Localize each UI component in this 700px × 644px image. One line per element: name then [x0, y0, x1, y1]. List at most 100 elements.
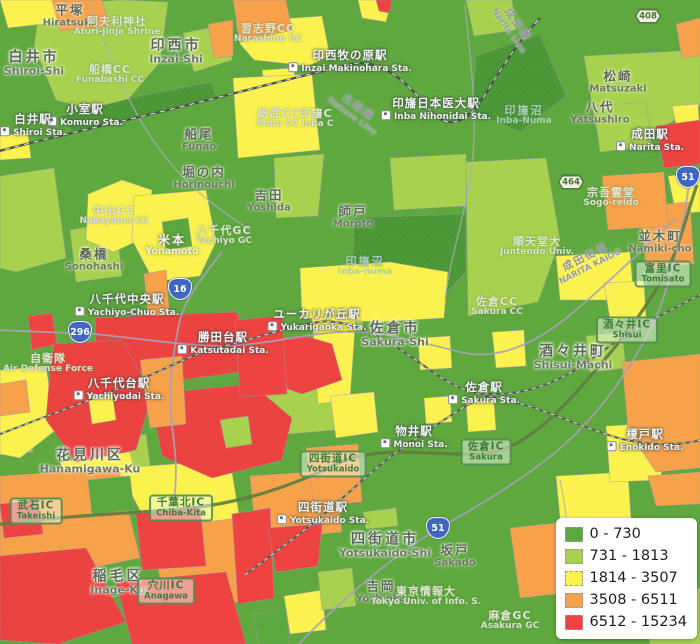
map-label-yukarigaoka-sta: ユーカリが丘駅 Yukarigaoka Sta.: [267, 307, 367, 334]
map-region: [232, 0, 293, 43]
route-shield-296: 296: [68, 321, 92, 343]
map-region: [417, 335, 453, 371]
label-en: Hiratsuka: [42, 17, 98, 29]
label-en: Hanamigawa-Ku: [39, 462, 141, 476]
label-jp: 佐倉市: [369, 320, 421, 337]
label-jp: 成田街道: [560, 240, 611, 274]
label-en: Shiroi Sta.: [0, 125, 66, 139]
label-en: Tomisato: [641, 274, 685, 285]
map-label-komuro-sta: 小室駅 Komuro Sta.: [47, 103, 123, 129]
label-jp: 花見川区: [55, 447, 124, 464]
label-jp: 勝田台駅: [198, 330, 248, 345]
label-en: Sakura: [469, 452, 503, 463]
legend-row: 3508 - 6511: [564, 592, 687, 608]
train-station-icon: [74, 305, 85, 316]
map-label-inage-ku: 稲毛区 Inage-Ku: [90, 568, 145, 596]
label-jp: 堀の内: [182, 164, 226, 180]
map-label-monoi-sta: 物井駅 Monoi Sta.: [380, 425, 448, 451]
narita-kaido-road: [0, 217, 677, 356]
label-en: Hokuso Line: [325, 94, 379, 138]
map-region: [465, 157, 561, 317]
legend-swatch: [564, 614, 583, 630]
map-region: [375, 0, 393, 14]
legend-row: 0 - 730: [564, 526, 687, 542]
label-en: Narita Sta.: [616, 140, 684, 154]
label-jp: 吉岡: [366, 578, 396, 594]
label-jp: 千葉北IC: [156, 496, 206, 509]
label-jp: 酒々井IC: [602, 318, 652, 331]
map-region: [87, 475, 135, 515]
map-label-inba-nihonidai-sta: 印旛日本医大駅 Inba Nihonidai Sta.: [380, 97, 491, 123]
legend-row: 1814 - 3507: [564, 570, 687, 586]
label-en: Sogo-reido: [583, 198, 639, 209]
map-region: [317, 567, 357, 611]
label-en: Shiroi-Shi: [3, 64, 65, 78]
map-label-narita-kaido: 成田街道 NARITA KAIDO: [553, 237, 624, 287]
label-jp: 武石IC: [17, 499, 55, 512]
label-en: Sakura Sta.: [448, 393, 520, 407]
map-region: [655, 119, 700, 169]
map-label-hanamigawa-ku: 花見川区 Hanamigawa-Ku: [39, 447, 141, 476]
label-en: Yotsukaido-Shi: [338, 546, 432, 560]
label-en: Juntendo Univ.: [499, 247, 575, 258]
label-en: Yachiyodai Sta.: [73, 389, 164, 403]
label-jp: 師戸: [338, 203, 368, 219]
map-region: [253, 609, 291, 644]
map-region: [593, 101, 653, 153]
road-minor: [89, 4, 251, 231]
route-shield-51: 51: [676, 166, 700, 188]
map-label-sobu-cc-inba-c: 総武CC印旛C Sobu CC Inba C: [256, 107, 334, 130]
label-jp: 白井市: [8, 49, 60, 66]
label-jp: 八千代GC: [196, 224, 252, 238]
label-en: Anagawa: [144, 591, 188, 602]
label-jp: 順天堂大: [513, 235, 561, 249]
train-station-icon: [0, 125, 10, 136]
label-jp: 自衛隊: [30, 352, 66, 366]
map-region: [491, 329, 527, 369]
label-en: Narashino CC: [234, 34, 302, 45]
label-en: Sonohashi: [64, 261, 124, 273]
route-shield-408: 408: [635, 8, 661, 24]
legend-label: 6512 - 15234: [589, 614, 687, 630]
label-jp: 佐倉駅: [465, 380, 503, 395]
legend: 0 - 730 731 - 1813 1814 - 3507 3508 - 65…: [555, 518, 697, 639]
train-station-icon: [267, 320, 278, 331]
train-station-icon: [448, 393, 459, 404]
label-en: Sakura-Shi: [361, 335, 429, 349]
map-label-tomisato-ic: 富里IC Tomisato: [634, 260, 692, 288]
map-region: [273, 153, 325, 219]
label-en: Tokyo Univ. of Info. S.: [370, 597, 482, 608]
label-en: Komuro Sta.: [47, 115, 123, 129]
map-region: [465, 399, 497, 433]
label-jp: 小室駅: [66, 102, 104, 117]
map-region: [60, 82, 216, 132]
label-jp: 穴川IC: [147, 579, 185, 592]
map-region: [362, 507, 399, 530]
map-label-shisui-machi: 酒々井町 Shisui-Machi: [534, 343, 613, 371]
label-jp: ユーカリが丘駅: [273, 307, 361, 322]
map-label-yachiyo-chuo-sta: 八千代中央駅 Yachiyo-Chuo Sta.: [74, 293, 179, 319]
map-label-yachiyo-gc: 八千代GC Yachiyo GC: [196, 224, 252, 247]
map-label-shisui-ic: 酒々井IC Shisui: [595, 316, 659, 344]
label-en: Inzai Makinohara Sta.: [288, 61, 412, 75]
map-region: [232, 73, 321, 159]
map-region: [423, 395, 453, 425]
map-label-horinouchi: 堀の内 Horinouchi: [173, 164, 234, 190]
label-en: Sobu CC Inba C: [256, 119, 334, 130]
label-en: Katsutadai Sta.: [177, 343, 269, 357]
map-region: [647, 471, 700, 507]
map-region: [207, 19, 234, 59]
map-label-yotsukaido-ic: 四街道IC Yotsukaido: [299, 450, 367, 478]
map-region: [283, 589, 327, 635]
map-label-yonamoto: 米本 Yonamoto: [145, 233, 198, 258]
label-en: Moroto: [332, 218, 374, 230]
label-jp: 四街道駅: [298, 500, 348, 515]
map-label-chiba-kita-ic: 千葉北IC Chiba-Kita: [149, 494, 213, 522]
map-label-nakayama-cc: 中山CC Nakayama CC: [79, 204, 148, 227]
label-en: Funabashi CC: [75, 75, 145, 86]
label-en: Yoshida: [247, 202, 291, 214]
map-region: [0, 167, 67, 273]
label-jp: 船尾: [184, 126, 214, 142]
label-jp: 印西市: [150, 37, 202, 54]
